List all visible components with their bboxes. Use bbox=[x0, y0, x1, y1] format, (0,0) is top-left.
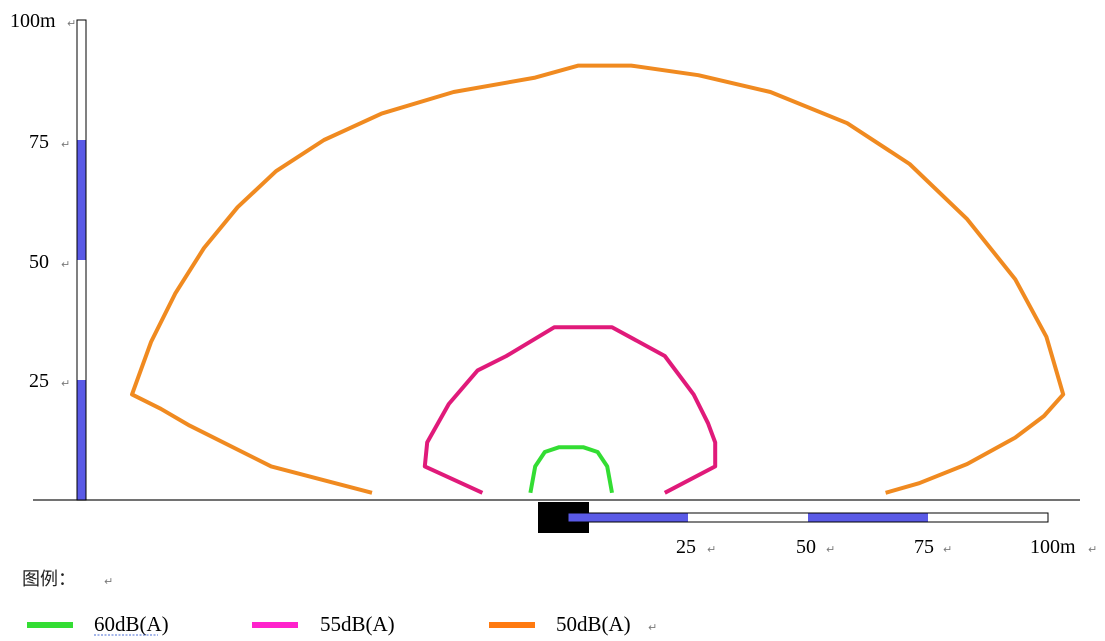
return-mark: ↵ bbox=[104, 575, 113, 588]
v-tick-label-50: 50 bbox=[29, 251, 49, 273]
legend-label-55db: 55dB(A) bbox=[320, 612, 395, 636]
vertical-scale-segment bbox=[77, 20, 86, 140]
v-tick-label-25: 25 bbox=[29, 370, 49, 392]
vertical-scale-bar bbox=[76, 19, 87, 501]
return-mark: ↵ bbox=[707, 543, 716, 556]
return-mark: ↵ bbox=[61, 138, 70, 151]
legend-title: 图例： bbox=[22, 569, 76, 590]
vertical-scale-outline bbox=[76, 19, 87, 501]
return-mark: ↵ bbox=[826, 543, 835, 556]
horizontal-scale-segment bbox=[808, 513, 928, 522]
contour-line-50db-a bbox=[130, 63, 1066, 495]
return-mark: ↵ bbox=[61, 258, 70, 271]
return-mark: ↵ bbox=[61, 377, 70, 390]
contour-line-60db-a bbox=[528, 445, 614, 494]
vertical-scale-segment bbox=[77, 260, 86, 380]
horizontal-scale-segment bbox=[928, 513, 1048, 522]
horizontal-scale-bar bbox=[567, 512, 1049, 523]
contour-line-55db-a bbox=[422, 325, 718, 495]
return-mark: ↵ bbox=[67, 17, 76, 30]
h-tick-label-100m: 100m bbox=[1030, 536, 1076, 558]
v-tick-label-100m: 100m bbox=[10, 10, 56, 32]
vertical-scale-segment bbox=[77, 140, 86, 260]
legend-label-60db: 60dB(A) bbox=[94, 612, 169, 636]
vertical-scale-segment bbox=[77, 380, 86, 500]
h-tick-label-25: 25 bbox=[676, 536, 696, 558]
return-mark: ↵ bbox=[943, 543, 952, 556]
h-tick-label-75: 75 bbox=[914, 536, 934, 558]
legend-label-50db: 50dB(A) bbox=[556, 612, 631, 636]
h-tick-label-50: 50 bbox=[796, 536, 816, 558]
horizontal-scale-segment bbox=[688, 513, 808, 522]
return-mark: ↵ bbox=[1088, 543, 1097, 556]
horizontal-scale-segment bbox=[568, 513, 688, 522]
return-mark: ↵ bbox=[648, 621, 657, 634]
contour-lines bbox=[130, 63, 1066, 495]
v-tick-label-75: 75 bbox=[29, 131, 49, 153]
horizontal-scale-outline bbox=[567, 512, 1049, 523]
